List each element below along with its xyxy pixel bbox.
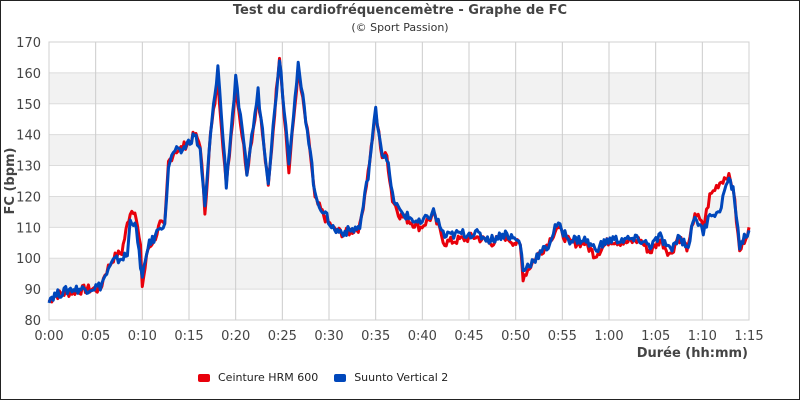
y-tick-label: 100 [16, 252, 41, 267]
x-tick-label: 0:00 [34, 329, 63, 344]
y-tick-label: 130 [16, 160, 41, 175]
x-tick-label: 0:15 [174, 329, 203, 344]
y-axis-label: FC (bpm) [3, 148, 18, 215]
x-tick-label: 0:30 [314, 329, 343, 344]
x-axis-label: Durée (hh:mm) [637, 346, 748, 361]
x-tick-label: 0:50 [501, 329, 530, 344]
legend-label: Ceinture HRM 600 [218, 371, 319, 384]
y-tick-label: 140 [16, 129, 41, 144]
y-tick-label: 110 [16, 221, 41, 236]
x-tick-label: 1:15 [734, 329, 763, 344]
x-tick-label: 0:35 [361, 329, 390, 344]
y-tick-label: 150 [16, 98, 41, 113]
grid-band [49, 258, 749, 290]
x-tick-label: 1:00 [594, 329, 623, 344]
grid-band [49, 196, 749, 228]
y-tick-label: 170 [16, 36, 41, 51]
grid-band [49, 134, 749, 166]
grid-band [49, 72, 749, 104]
x-tick-label: 0:25 [268, 329, 297, 344]
chart-subtitle: (© Sport Passion) [351, 21, 449, 34]
legend-label: Suunto Vertical 2 [354, 371, 449, 384]
x-tick-label: 0:55 [548, 329, 577, 344]
x-tick-label: 0:20 [221, 329, 250, 344]
chart-title: Test du cardiofréquencemètre - Graphe de… [232, 3, 568, 18]
legend: Ceinture HRM 600 Suunto Vertical 2 [198, 371, 464, 384]
x-tick-label: 0:45 [454, 329, 483, 344]
y-tick-label: 120 [16, 190, 41, 205]
x-tick-label: 0:05 [81, 329, 110, 344]
y-tick-label: 90 [24, 283, 41, 298]
y-tick-label: 160 [16, 67, 41, 82]
x-tick-label: 1:10 [688, 329, 717, 344]
legend-swatch-blue [334, 373, 347, 382]
x-tick-label: 0:10 [128, 329, 157, 344]
y-tick-label: 80 [24, 314, 41, 329]
x-tick-label: 0:40 [408, 329, 437, 344]
plot-border [48, 41, 750, 321]
legend-item-hrm600[interactable]: Ceinture HRM 600 [198, 371, 318, 384]
series-line-suunto [47, 59, 751, 304]
legend-item-suunto[interactable]: Suunto Vertical 2 [334, 371, 448, 384]
x-tick-label: 1:05 [641, 329, 670, 344]
legend-swatch-red [198, 373, 210, 382]
